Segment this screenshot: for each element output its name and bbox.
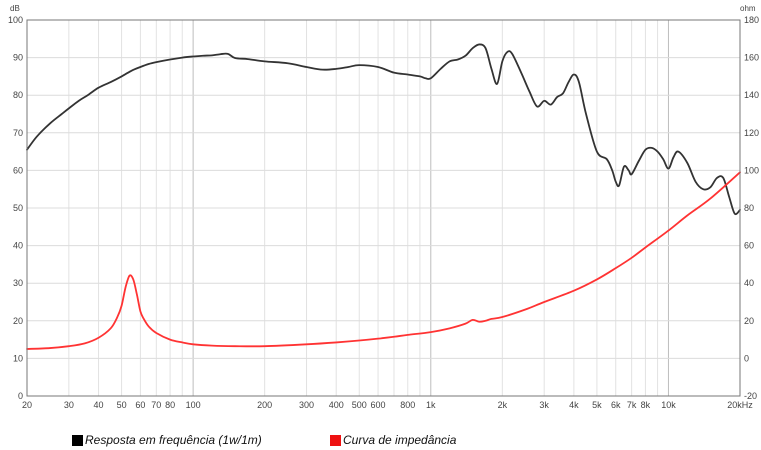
left-axis-unit: dB (10, 4, 20, 13)
x-tick-label: 600 (371, 400, 386, 410)
x-tick-label: 1k (426, 400, 436, 410)
legend-label-impedance: Curva de impedância (343, 433, 457, 447)
left-y-tick-label: 40 (13, 241, 23, 251)
right-y-tick-label: 160 (744, 53, 759, 63)
impedance-line (26, 171, 741, 350)
x-tick-label: 60 (135, 400, 145, 410)
left-y-tick-label: 50 (13, 203, 23, 213)
right-y-tick-label: -20 (744, 391, 757, 401)
x-tick-label: 3k (539, 400, 549, 410)
axes: 20 30 40 50 60 70 80 100 200 300 400 500 600 800 1k 2k 3… (8, 4, 759, 410)
left-y-tick-label: 80 (13, 90, 23, 100)
x-tick-label: 40 (94, 400, 104, 410)
right-y-tick-label: 120 (744, 128, 759, 138)
right-y-tick-label: 60 (744, 241, 754, 251)
right-y-tick-label: 100 (744, 165, 759, 175)
x-tick-label: 80 (165, 400, 175, 410)
x-tick-label: 70 (151, 400, 161, 410)
left-y-tick-label: 60 (13, 165, 23, 175)
left-y-tick-label: 100 (8, 15, 23, 25)
legend-item-impedance: Curva de impedância (330, 433, 456, 447)
left-y-tick-label: 10 (13, 353, 23, 363)
legend-swatch-frequency-response (72, 434, 83, 446)
x-tick-label: 2k (498, 400, 508, 410)
x-tick-label: 800 (400, 400, 415, 410)
legend-item-frequency-response: Resposta em frequência (1w/1m) (72, 433, 262, 447)
legend-label-frequency-response: Resposta em frequência (1w/1m) (85, 433, 262, 447)
left-y-tick-label: 90 (13, 53, 23, 63)
left-y-tick-label: 0 (18, 391, 23, 401)
frequency-response-chart: 20 30 40 50 60 70 80 100 200 300 400 500 600 800 1k 2k 3… (8, 4, 759, 410)
x-tick-label: 200 (257, 400, 272, 410)
x-tick-label: 5k (592, 400, 602, 410)
right-y-tick-label: 0 (744, 353, 749, 363)
x-tick-label: 10k (661, 400, 676, 410)
legend-swatch-impedance (330, 434, 341, 446)
right-y-tick-label: 40 (744, 278, 754, 288)
right-y-tick-label: 140 (744, 90, 759, 100)
left-y-tick-label: 30 (13, 278, 23, 288)
x-tick-label: 20 (22, 400, 32, 410)
curves (26, 43, 741, 350)
x-tick-label: 50 (117, 400, 127, 410)
x-tick-label: 400 (329, 400, 344, 410)
left-y-tick-label: 20 (13, 316, 23, 326)
right-y-tick-label: 20 (744, 316, 754, 326)
x-tick-label: 300 (299, 400, 314, 410)
left-y-tick-label: 70 (13, 128, 23, 138)
plot-frame (26, 19, 741, 397)
x-tick-label: 100 (186, 400, 201, 410)
x-tick-label: 500 (352, 400, 367, 410)
right-axis-unit: ohm (740, 4, 756, 13)
x-tick-label: 8k (641, 400, 651, 410)
right-y-tick-label: 180 (744, 15, 759, 25)
x-tick-label: 7k (627, 400, 637, 410)
x-tick-label: 6k (611, 400, 621, 410)
x-tick-label: 20kHz (727, 400, 753, 410)
grid (27, 19, 740, 397)
x-tick-label: 4k (569, 400, 579, 410)
frequency-response-line (26, 43, 741, 216)
x-tick-label: 30 (64, 400, 74, 410)
right-y-tick-label: 80 (744, 203, 754, 213)
